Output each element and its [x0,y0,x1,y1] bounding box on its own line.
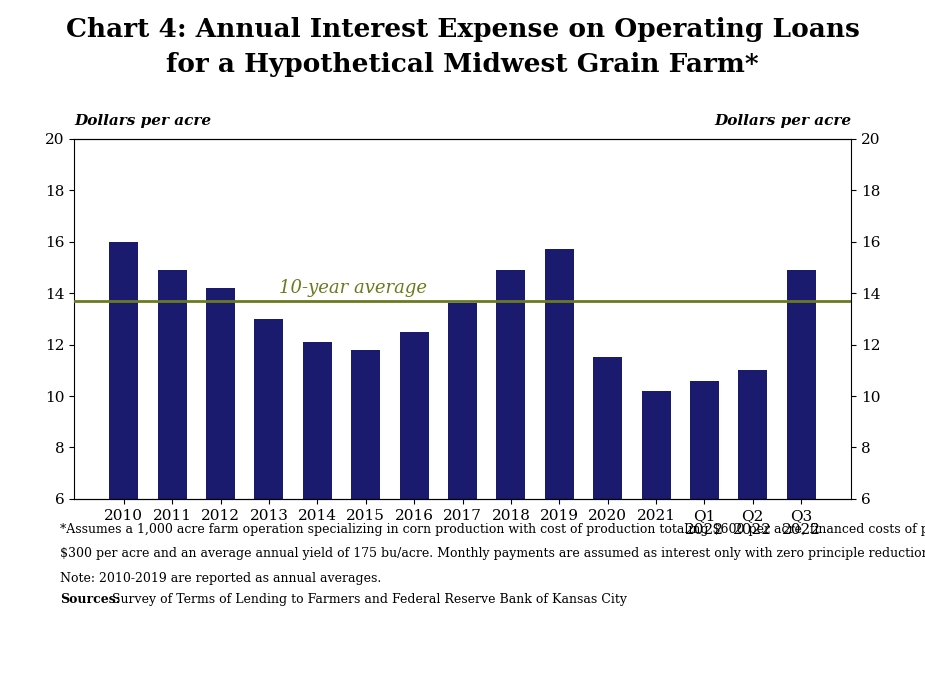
Bar [642,391,671,499]
Text: Survey of Terms of Lending to Farmers and Federal Reserve Bank of Kansas City: Survey of Terms of Lending to Farmers an… [108,593,627,606]
Bar [352,350,380,499]
Text: *Assumes a 1,000 acre farm operation specializing in corn production with cost o: *Assumes a 1,000 acre farm operation spe… [60,523,925,536]
Bar [448,304,477,499]
Bar [497,270,525,499]
Bar [738,370,768,499]
Bar [593,358,623,499]
Text: $300 per acre and an average annual yield of 175 bu/acre. Monthly payments are a: $300 per acre and an average annual yiel… [60,547,925,561]
Text: Dollars per acre: Dollars per acre [74,114,211,128]
Text: Dollars per acre: Dollars per acre [714,114,851,128]
Text: Sources:: Sources: [60,593,120,606]
Bar [302,342,332,499]
Bar [206,288,235,499]
Bar [545,249,574,499]
Bar [400,332,428,499]
Bar [254,319,283,499]
Text: Note: 2010-2019 are reported as annual averages.: Note: 2010-2019 are reported as annual a… [60,572,381,585]
Bar [786,270,816,499]
Bar [109,242,139,499]
Text: 10-year average: 10-year average [278,279,426,297]
Text: for a Hypothetical Midwest Grain Farm*: for a Hypothetical Midwest Grain Farm* [166,52,758,77]
Text: Chart 4: Annual Interest Expense on Operating Loans: Chart 4: Annual Interest Expense on Oper… [66,17,859,42]
Bar [690,380,719,499]
Bar [157,270,187,499]
